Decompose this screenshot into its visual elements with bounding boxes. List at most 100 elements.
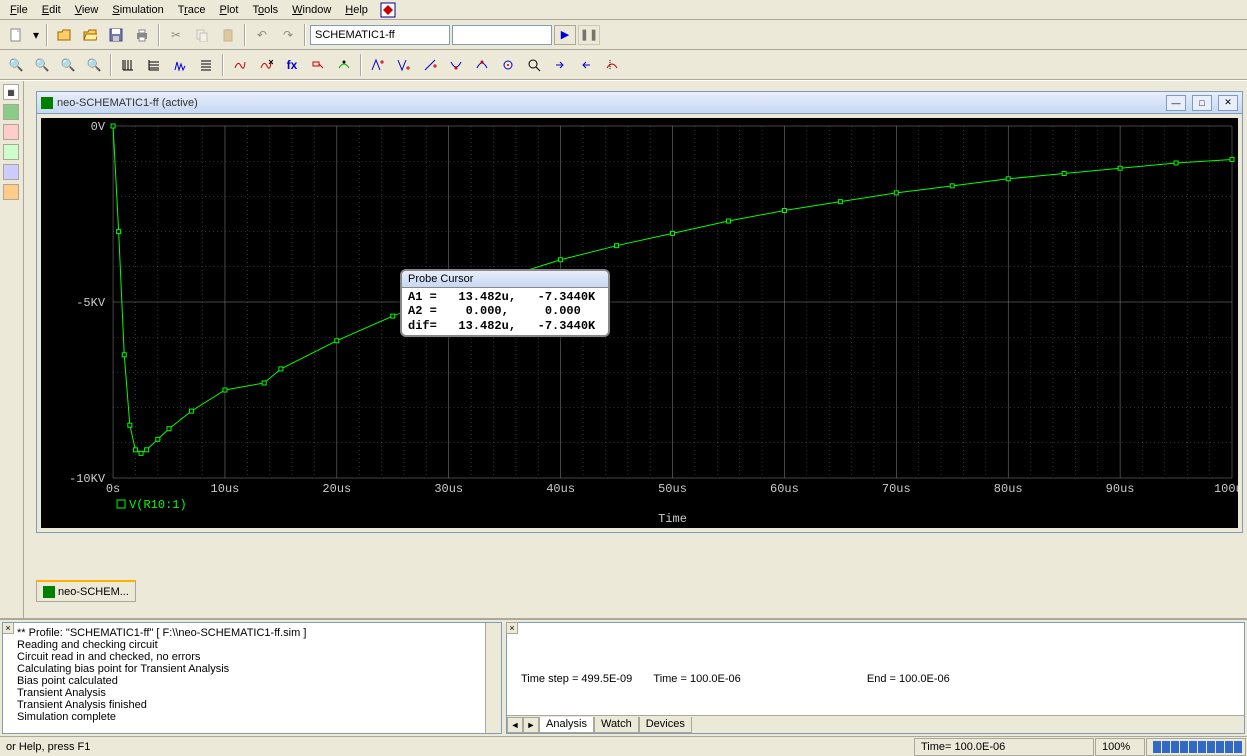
cursor-point-icon[interactable] xyxy=(496,53,520,77)
log-line: Transient Analysis xyxy=(17,687,497,699)
vtool-5-icon[interactable] xyxy=(3,164,19,180)
cursor-min-icon[interactable] xyxy=(444,53,468,77)
run-button[interactable]: ▶ xyxy=(554,25,576,45)
separator xyxy=(46,24,48,46)
menu-plot[interactable]: Plot xyxy=(213,3,244,17)
open-folder-button[interactable] xyxy=(78,23,102,47)
svg-text:80us: 80us xyxy=(994,482,1023,496)
result-combo[interactable] xyxy=(452,25,552,45)
menu-window[interactable]: Window xyxy=(286,3,337,17)
cut-button[interactable]: ✂ xyxy=(164,23,188,47)
output-log: × ** Profile: "SCHEMATIC1-ff" [ F:\\neo-… xyxy=(2,622,502,734)
doc-tab[interactable]: neo-SCHEM... xyxy=(36,580,136,602)
save-button[interactable] xyxy=(104,23,128,47)
cursor-next-icon[interactable] xyxy=(548,53,572,77)
print-button[interactable] xyxy=(130,23,154,47)
svg-text:-10KV: -10KV xyxy=(69,472,106,486)
redo-button[interactable]: ↷ xyxy=(276,23,300,47)
cursor-trough-icon[interactable] xyxy=(392,53,416,77)
vtool-1-icon[interactable]: ▦ xyxy=(3,84,19,100)
plot-title-text: neo-SCHEMATIC1-ff (active) xyxy=(57,97,1160,109)
cursor-peak-icon[interactable] xyxy=(366,53,390,77)
tab-next-icon[interactable]: ► xyxy=(523,717,539,733)
fft-icon[interactable] xyxy=(168,53,192,77)
document-tabs: neo-SCHEM... xyxy=(36,580,136,602)
menu-help[interactable]: Help xyxy=(339,3,374,17)
svg-text:90us: 90us xyxy=(1106,482,1135,496)
menu-view[interactable]: View xyxy=(69,3,105,17)
menu-trace[interactable]: Trace xyxy=(172,3,212,17)
separator xyxy=(360,54,362,76)
zoom-out-icon[interactable]: 🔍 xyxy=(30,53,54,77)
simulation-panel: × Time step = 499.5E-09 Time = 100.0E-06… xyxy=(506,622,1245,734)
list-icon[interactable] xyxy=(194,53,218,77)
cursor-slope-icon[interactable] xyxy=(418,53,442,77)
tab-devices[interactable]: Devices xyxy=(639,717,692,733)
new-button[interactable] xyxy=(4,23,28,47)
cursor-prev-icon[interactable] xyxy=(574,53,598,77)
svg-text:Time: Time xyxy=(658,512,687,526)
probe-cursor-window[interactable]: Probe Cursor A1 = 13.482u, -7.3440K A2 =… xyxy=(400,269,610,337)
new-dropdown[interactable]: ▾ xyxy=(30,23,42,47)
undo-button[interactable]: ↶ xyxy=(250,23,274,47)
statusbar: or Help, press F1 Time= 100.0E-06 100% xyxy=(0,736,1247,756)
tab-prev-icon[interactable]: ◄ xyxy=(507,717,523,733)
vtool-4-icon[interactable] xyxy=(3,144,19,160)
app-icon xyxy=(380,2,396,18)
cursor-toggle-icon[interactable] xyxy=(332,53,356,77)
end-label: End = 100.0E-06 xyxy=(867,673,950,685)
status-time: Time= 100.0E-06 xyxy=(914,738,1094,756)
menu-tools[interactable]: Tools xyxy=(246,3,284,17)
tab-watch[interactable]: Watch xyxy=(594,717,639,733)
pause-button[interactable]: ❚❚ xyxy=(578,25,600,45)
close-button[interactable]: ✕ xyxy=(1218,95,1238,111)
log-line: Circuit read in and checked, no errors xyxy=(17,651,497,663)
copy-button[interactable] xyxy=(190,23,214,47)
zoom-area-icon[interactable]: 🔍 xyxy=(56,53,80,77)
cursor-search-icon[interactable] xyxy=(522,53,546,77)
eval-icon[interactable]: fx xyxy=(280,53,304,77)
log-line: Simulation complete xyxy=(17,711,497,723)
status-progress xyxy=(1146,738,1246,756)
plot-canvas[interactable]: 0V-5KV-10KV0s10us20us30us40us50us60us70u… xyxy=(41,118,1238,528)
open-button[interactable] xyxy=(52,23,76,47)
menubar: File Edit View Simulation Trace Plot Too… xyxy=(0,0,1247,20)
main-area: ▦ neo-SCHEMATIC1-ff (active) — □ ✕ 0V-5K… xyxy=(0,80,1247,618)
menu-file[interactable]: File xyxy=(4,3,34,17)
menu-simulation[interactable]: Simulation xyxy=(106,3,169,17)
separator xyxy=(110,54,112,76)
status-help: or Help, press F1 xyxy=(0,738,913,756)
doc-tab-label: neo-SCHEM... xyxy=(58,586,129,598)
separator xyxy=(222,54,224,76)
paste-button[interactable] xyxy=(216,23,240,47)
svg-text:V(R10:1): V(R10:1) xyxy=(129,498,187,512)
trace-add-icon[interactable] xyxy=(228,53,252,77)
log-close-icon[interactable]: × xyxy=(2,622,14,634)
vtool-6-icon[interactable] xyxy=(3,184,19,200)
probe-title[interactable]: Probe Cursor xyxy=(402,271,608,288)
scrollbar[interactable] xyxy=(485,623,501,733)
bottom-panels: × ** Profile: "SCHEMATIC1-ff" [ F:\\neo-… xyxy=(0,618,1247,736)
zoom-in-icon[interactable]: 🔍 xyxy=(4,53,28,77)
tab-analysis[interactable]: Analysis xyxy=(539,717,594,733)
plot-titlebar[interactable]: neo-SCHEMATIC1-ff (active) — □ ✕ xyxy=(37,92,1242,114)
sim-close-icon[interactable]: × xyxy=(506,622,518,634)
mark-icon[interactable] xyxy=(600,53,624,77)
vtool-2-icon[interactable] xyxy=(3,104,19,120)
maximize-button[interactable]: □ xyxy=(1192,95,1212,111)
trace-del-icon[interactable] xyxy=(254,53,278,77)
vtool-3-icon[interactable] xyxy=(3,124,19,140)
menu-edit[interactable]: Edit xyxy=(36,3,67,17)
label-icon[interactable] xyxy=(306,53,330,77)
minimize-button[interactable]: — xyxy=(1166,95,1186,111)
cursor-max-icon[interactable] xyxy=(470,53,494,77)
log-x-icon[interactable] xyxy=(116,53,140,77)
log-line: Calculating bias point for Transient Ana… xyxy=(17,663,497,675)
svg-text:30us: 30us xyxy=(434,482,463,496)
zoom-fit-icon[interactable]: 🔍 xyxy=(82,53,106,77)
log-y-icon[interactable] xyxy=(142,53,166,77)
schematic-icon xyxy=(43,586,55,598)
schematic-combo[interactable] xyxy=(310,25,450,45)
log-line: ** Profile: "SCHEMATIC1-ff" [ F:\\neo-SC… xyxy=(17,627,497,639)
toolbar-main: ▾ ✂ ↶ ↷ ▶ ❚❚ xyxy=(0,20,1247,50)
